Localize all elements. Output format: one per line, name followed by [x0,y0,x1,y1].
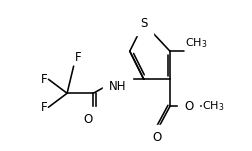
Text: S: S [140,17,147,30]
Text: NH: NH [109,80,126,93]
Text: O: O [184,100,193,113]
Text: F: F [41,73,47,86]
Text: O: O [152,131,162,144]
Text: CH$_3$: CH$_3$ [185,36,207,50]
Text: O: O [83,113,92,126]
Text: CH$_3$: CH$_3$ [202,100,225,113]
Text: F: F [41,101,47,114]
Text: F: F [75,51,81,64]
